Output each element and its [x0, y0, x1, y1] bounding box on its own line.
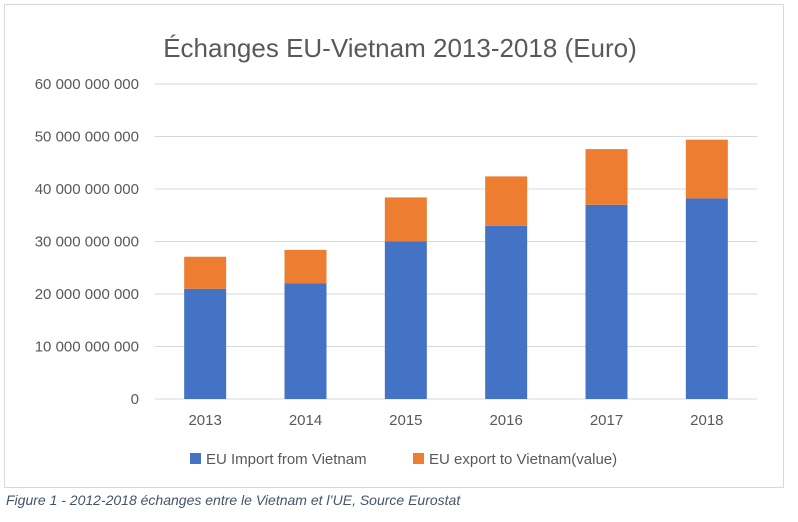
bar-export-2018 [685, 139, 728, 199]
y-tick-label: 0 [131, 391, 139, 408]
figure-caption: Figure 1 - 2012-2018 échanges entre le V… [6, 492, 461, 508]
legend-swatch [413, 453, 424, 464]
bar-export-2017 [585, 149, 628, 205]
bar-import-2013 [184, 288, 227, 399]
legend-swatch [190, 453, 201, 464]
y-tick-label: 30 000 000 000 [35, 234, 139, 251]
bar-import-2017 [585, 204, 628, 399]
y-tick-label: 50 000 000 000 [35, 129, 139, 146]
bar-export-2016 [485, 176, 528, 226]
legend: EU Import from Vietnam EU export to Vietn… [190, 451, 617, 468]
stacked-bar-chart: Échanges EU-Vietnam 2013-2018 (Euro) 0 10… [35, 33, 757, 468]
bar-import-2016 [485, 225, 528, 399]
bar-import-2014 [284, 283, 327, 399]
x-tick-label: 2013 [188, 412, 221, 429]
chart-title: Échanges EU-Vietnam 2013-2018 (Euro) [163, 33, 637, 63]
bar-export-2015 [384, 197, 427, 242]
bar-import-2015 [384, 241, 427, 399]
y-tick-label: 40 000 000 000 [35, 181, 139, 198]
bar-export-2014 [284, 249, 327, 284]
legend-label: EU export to Vietnam(value) [429, 451, 617, 468]
y-tick-label: 20 000 000 000 [35, 286, 139, 303]
y-tick-label: 10 000 000 000 [35, 339, 139, 356]
gridlines [155, 83, 757, 400]
x-tick-label: 2017 [590, 412, 623, 429]
bar-import-2018 [685, 198, 728, 399]
x-tick-label: 2016 [489, 412, 522, 429]
x-tick-label: 2015 [389, 412, 422, 429]
y-tick-label: 60 000 000 000 [35, 76, 139, 93]
x-tick-label: 2014 [289, 412, 322, 429]
x-tick-label: 2018 [690, 412, 723, 429]
x-axis-tick-labels: 2013 2014 2015 2016 2017 2018 [188, 412, 723, 429]
bars [184, 139, 728, 399]
bar-export-2013 [184, 256, 227, 289]
chart-frame: Échanges EU-Vietnam 2013-2018 (Euro) 0 10… [4, 4, 784, 488]
legend-label: EU Import from Vietnam [206, 451, 367, 468]
y-axis-tick-labels: 0 10 000 000 000 20 000 000 000 30 000 000 … [35, 76, 139, 408]
